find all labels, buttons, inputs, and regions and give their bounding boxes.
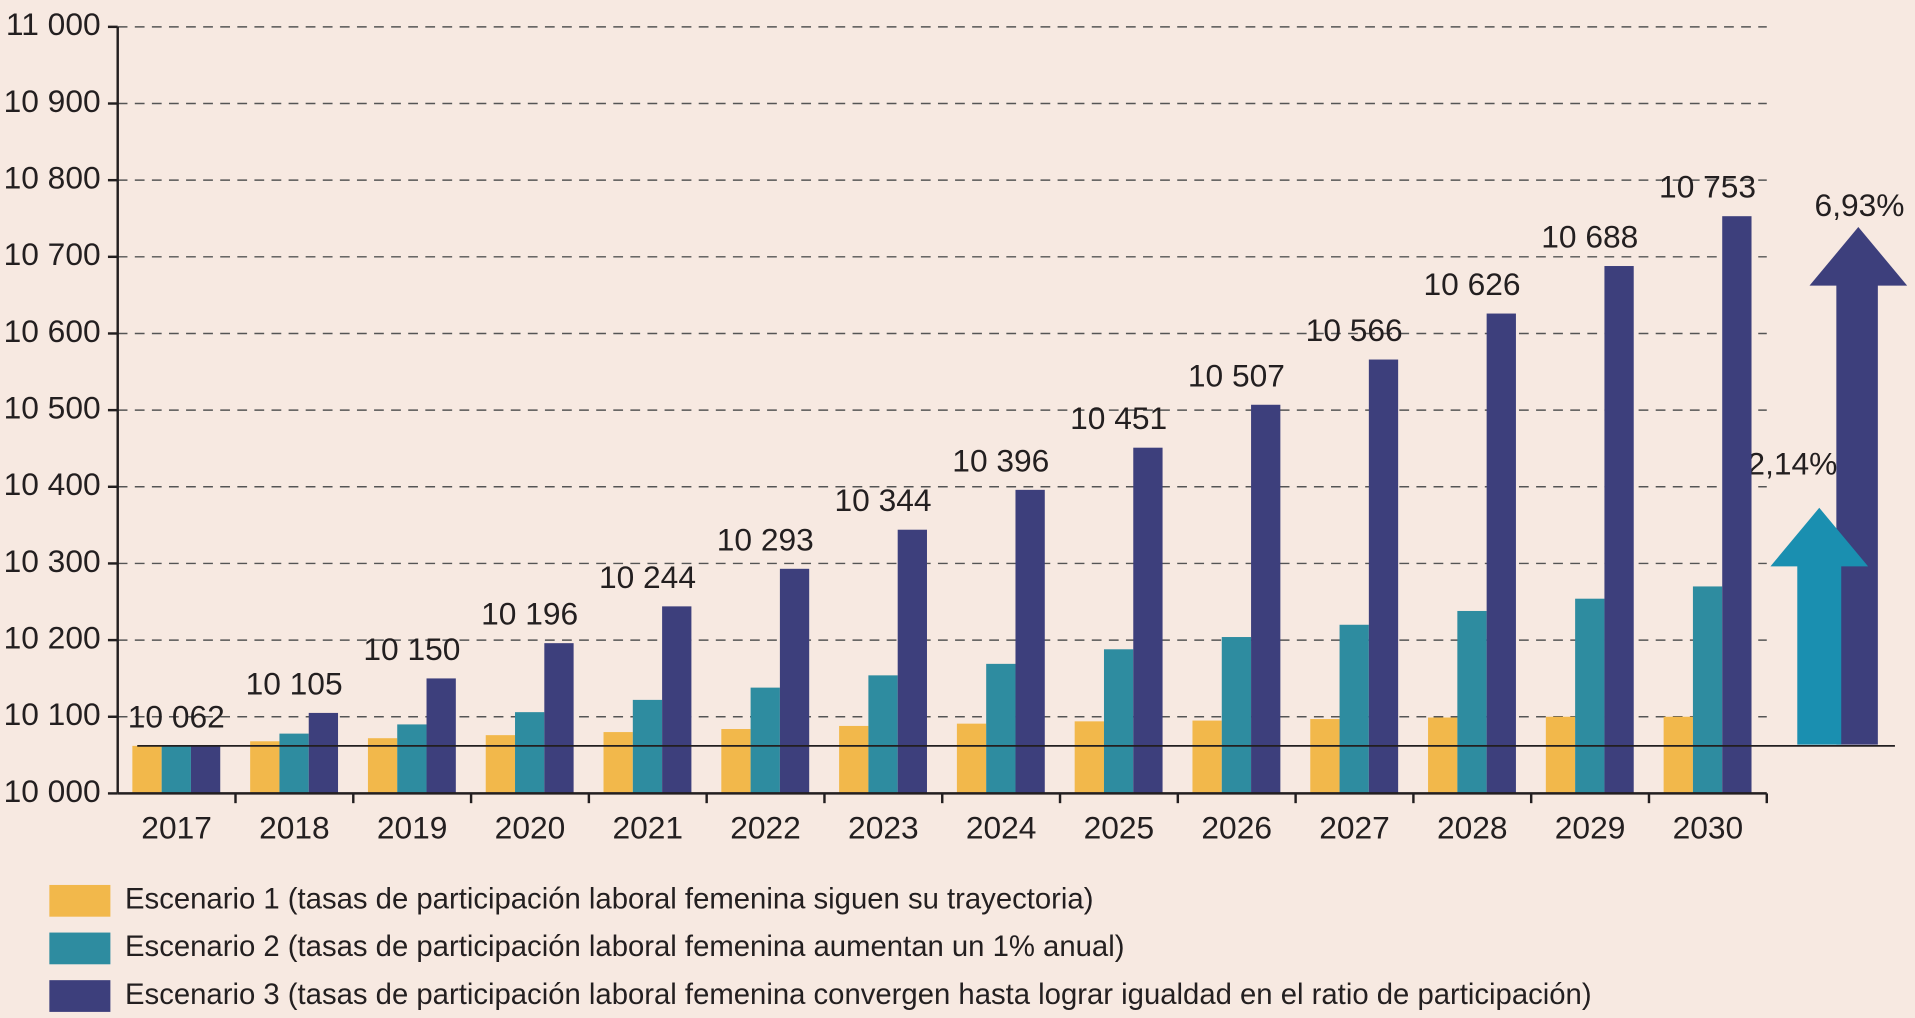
legend-swatch	[49, 884, 111, 917]
y-tick-label: 10 900	[4, 83, 101, 119]
data-label: 10 396	[952, 442, 1049, 478]
bar	[897, 529, 927, 794]
data-label: 10 150	[363, 631, 460, 667]
y-tick-label: 11 000	[6, 6, 101, 42]
x-tick-label: 2021	[612, 809, 683, 845]
bar	[397, 724, 427, 794]
legend-swatch	[49, 932, 111, 965]
bar	[1310, 719, 1340, 794]
bar	[250, 741, 280, 794]
y-tick-label: 10 200	[4, 619, 101, 655]
legend-label: Escenario 2 (tasas de participación labo…	[125, 930, 1124, 963]
data-label: 10 105	[246, 665, 343, 701]
data-label: 10 688	[1541, 219, 1638, 255]
bar	[1722, 216, 1752, 794]
y-tick-label: 10 700	[4, 236, 101, 272]
legend-label: Escenario 1 (tasas de participación labo…	[125, 883, 1093, 916]
bar	[750, 687, 780, 794]
bar	[721, 729, 751, 794]
annotation: 6,93%	[1815, 187, 1905, 223]
bar	[308, 712, 339, 794]
data-label: 10 507	[1188, 357, 1285, 393]
x-tick-label: 2020	[495, 809, 566, 845]
data-label: 10 062	[128, 698, 225, 734]
bar	[426, 678, 456, 794]
x-tick-label: 2023	[848, 809, 919, 845]
x-tick-label: 2024	[966, 809, 1037, 845]
bar	[956, 723, 987, 794]
bar	[485, 735, 516, 794]
bar	[1133, 447, 1163, 794]
bar	[1457, 610, 1487, 794]
legend-swatch	[49, 980, 111, 1012]
data-label: 10 451	[1070, 400, 1167, 436]
data-label: 10 293	[717, 521, 814, 557]
y-tick-label: 10 000	[4, 773, 101, 809]
bar	[1221, 637, 1252, 794]
x-tick-label: 2022	[730, 809, 801, 845]
bar	[515, 712, 545, 794]
y-tick-label: 10 300	[4, 543, 101, 579]
bar	[1545, 716, 1576, 794]
bar	[1339, 624, 1369, 794]
bar	[839, 725, 869, 794]
x-tick-label: 2028	[1437, 809, 1508, 845]
data-label: 10 244	[599, 559, 696, 595]
bar	[1486, 313, 1516, 794]
x-tick-label: 2017	[141, 809, 212, 845]
x-tick-label: 2026	[1201, 809, 1272, 845]
data-label: 10 626	[1423, 266, 1520, 302]
x-tick-label: 2029	[1555, 809, 1626, 845]
bar	[190, 745, 221, 794]
bar	[1074, 721, 1104, 794]
bar	[1604, 266, 1634, 794]
y-tick-label: 10 400	[4, 466, 101, 502]
data-label: 10 196	[481, 596, 578, 632]
bar	[603, 732, 633, 794]
bar	[1368, 359, 1399, 794]
y-tick-label: 10 500	[4, 390, 101, 426]
bar	[986, 663, 1016, 794]
arrow-scenario-2	[1770, 507, 1869, 745]
legend-label: Escenario 3 (tasas de participación labo…	[125, 978, 1592, 1011]
y-tick-label: 10 800	[4, 160, 101, 196]
bar	[1103, 649, 1134, 794]
bar	[544, 643, 574, 794]
bar	[367, 738, 398, 794]
x-tick-label: 2025	[1084, 809, 1155, 845]
data-label: 10 753	[1659, 169, 1756, 205]
bar	[662, 606, 692, 794]
x-tick-label: 2027	[1319, 809, 1390, 845]
bar	[779, 568, 810, 794]
bar	[1575, 598, 1605, 794]
y-tick-label: 10 600	[4, 313, 101, 349]
bar	[161, 745, 191, 794]
bar	[132, 745, 162, 794]
annotation: 2,14%	[1747, 446, 1837, 482]
y-tick-label: 10 100	[4, 696, 101, 732]
bar	[1192, 720, 1222, 794]
bar	[1015, 489, 1045, 794]
bar	[279, 733, 309, 794]
arrow-scenario-3	[1809, 227, 1908, 745]
bar	[1692, 586, 1723, 794]
x-tick-label: 2018	[259, 809, 330, 845]
bar	[1251, 404, 1281, 794]
x-tick-label: 2019	[377, 809, 448, 845]
x-tick-label: 2030	[1673, 809, 1744, 845]
bar	[1428, 717, 1458, 794]
bar	[1663, 716, 1693, 794]
plot: 10 000 10 100 10 200 10 300 10 400 10 500 10 6…	[4, 6, 1895, 1012]
data-label: 10 344	[835, 482, 932, 518]
bar	[868, 675, 898, 794]
data-label: 10 566	[1306, 312, 1403, 348]
